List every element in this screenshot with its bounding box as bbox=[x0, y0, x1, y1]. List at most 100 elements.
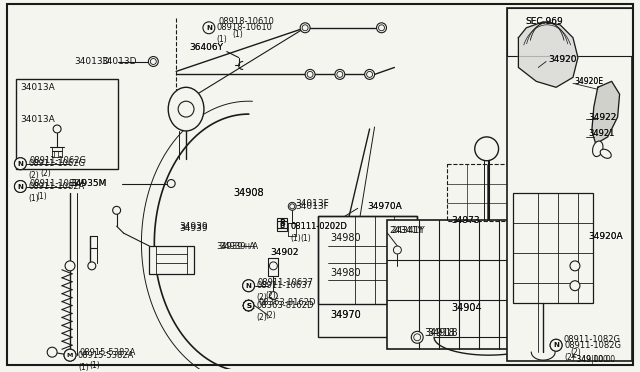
Text: 34970: 34970 bbox=[330, 311, 361, 320]
Circle shape bbox=[570, 281, 580, 291]
Text: 08911-1062G: 08911-1062G bbox=[28, 159, 85, 168]
Circle shape bbox=[15, 180, 26, 192]
Text: 08911-1062G: 08911-1062G bbox=[29, 156, 86, 165]
Circle shape bbox=[394, 246, 401, 254]
Text: 08111-0202D: 08111-0202D bbox=[290, 222, 347, 231]
Circle shape bbox=[88, 262, 96, 270]
Bar bbox=[447, 164, 524, 221]
Text: 34918: 34918 bbox=[424, 328, 455, 338]
Circle shape bbox=[64, 349, 76, 361]
Circle shape bbox=[150, 58, 156, 64]
Text: 08911-1082G: 08911-1082G bbox=[563, 335, 620, 344]
Text: 24341Y: 24341Y bbox=[392, 226, 425, 235]
Text: 34920E: 34920E bbox=[574, 77, 603, 86]
Text: 34908: 34908 bbox=[233, 189, 264, 198]
Circle shape bbox=[475, 137, 499, 161]
Text: (2): (2) bbox=[266, 311, 276, 320]
Text: 34939: 34939 bbox=[179, 222, 208, 231]
Circle shape bbox=[178, 101, 194, 117]
Text: (2): (2) bbox=[266, 291, 276, 300]
Polygon shape bbox=[592, 81, 620, 144]
Text: 34921: 34921 bbox=[588, 129, 614, 138]
Text: (2): (2) bbox=[257, 313, 268, 322]
Circle shape bbox=[15, 158, 26, 170]
Text: 08363-8162D: 08363-8162D bbox=[259, 298, 316, 307]
Circle shape bbox=[550, 339, 562, 351]
Text: 34921: 34921 bbox=[588, 129, 614, 138]
Text: 34918: 34918 bbox=[427, 328, 458, 338]
Circle shape bbox=[376, 23, 387, 33]
Text: 36406Y: 36406Y bbox=[189, 43, 223, 52]
Text: 34904: 34904 bbox=[451, 302, 481, 312]
Text: (2): (2) bbox=[28, 171, 39, 180]
Circle shape bbox=[65, 261, 75, 271]
Text: N: N bbox=[246, 283, 252, 289]
Circle shape bbox=[367, 71, 372, 77]
Text: 34920A: 34920A bbox=[588, 232, 623, 241]
Text: (1): (1) bbox=[78, 363, 89, 372]
Text: 34908: 34908 bbox=[233, 189, 264, 198]
Circle shape bbox=[550, 339, 562, 351]
Text: S: S bbox=[246, 302, 251, 308]
Circle shape bbox=[300, 23, 310, 33]
Circle shape bbox=[570, 261, 580, 271]
Text: 34013A: 34013A bbox=[20, 115, 55, 124]
Circle shape bbox=[412, 331, 423, 343]
Text: (1): (1) bbox=[28, 194, 39, 203]
Text: 34920: 34920 bbox=[548, 55, 577, 64]
Text: (1): (1) bbox=[290, 234, 301, 243]
Text: 34973: 34973 bbox=[451, 216, 479, 225]
Circle shape bbox=[288, 202, 296, 210]
Text: B: B bbox=[280, 223, 285, 229]
Text: 08915-5382A: 08915-5382A bbox=[80, 348, 136, 357]
Text: (2): (2) bbox=[564, 353, 575, 362]
Circle shape bbox=[148, 57, 158, 67]
Ellipse shape bbox=[168, 87, 204, 131]
Text: 08918-10610: 08918-10610 bbox=[217, 23, 273, 32]
Text: 08918-10610: 08918-10610 bbox=[219, 17, 275, 26]
Text: 34902: 34902 bbox=[270, 248, 299, 257]
Circle shape bbox=[64, 349, 76, 361]
Text: 08915-5382A: 08915-5382A bbox=[78, 351, 134, 360]
Circle shape bbox=[378, 25, 385, 31]
Text: 34922: 34922 bbox=[588, 113, 616, 122]
Ellipse shape bbox=[600, 149, 611, 158]
Circle shape bbox=[243, 280, 255, 292]
Text: (1): (1) bbox=[233, 30, 243, 39]
Text: 34939+A: 34939+A bbox=[216, 241, 255, 250]
Text: 34970A: 34970A bbox=[367, 202, 403, 211]
Text: B: B bbox=[280, 219, 285, 228]
Circle shape bbox=[302, 25, 308, 31]
Bar bbox=[506, 8, 632, 55]
Polygon shape bbox=[518, 22, 578, 87]
Text: 24341Y: 24341Y bbox=[390, 226, 423, 235]
Polygon shape bbox=[243, 299, 253, 311]
Text: 08111-0202D: 08111-0202D bbox=[290, 222, 347, 231]
Text: 34013A: 34013A bbox=[20, 83, 55, 92]
Circle shape bbox=[53, 125, 61, 133]
Circle shape bbox=[335, 70, 345, 79]
Text: (2): (2) bbox=[570, 348, 580, 357]
Text: 34980: 34980 bbox=[330, 233, 360, 243]
Circle shape bbox=[337, 71, 343, 77]
Circle shape bbox=[305, 70, 315, 79]
Text: 34904: 34904 bbox=[451, 302, 481, 312]
Circle shape bbox=[167, 180, 175, 187]
Text: 34939+A: 34939+A bbox=[219, 241, 258, 250]
Text: 34922: 34922 bbox=[588, 113, 616, 122]
Circle shape bbox=[243, 280, 255, 292]
Circle shape bbox=[203, 22, 215, 34]
Circle shape bbox=[47, 347, 57, 357]
Bar bbox=[506, 8, 632, 361]
Circle shape bbox=[113, 206, 120, 214]
Text: M: M bbox=[67, 353, 73, 357]
Text: 34920A: 34920A bbox=[588, 232, 623, 241]
Text: (1): (1) bbox=[300, 234, 311, 243]
Text: 34013F: 34013F bbox=[295, 199, 329, 208]
Circle shape bbox=[269, 292, 277, 299]
Bar bbox=[149, 246, 194, 274]
Text: 08911-10637: 08911-10637 bbox=[257, 278, 314, 287]
Text: (2): (2) bbox=[257, 293, 268, 302]
Polygon shape bbox=[243, 301, 255, 311]
Text: 34920E: 34920E bbox=[574, 77, 603, 86]
